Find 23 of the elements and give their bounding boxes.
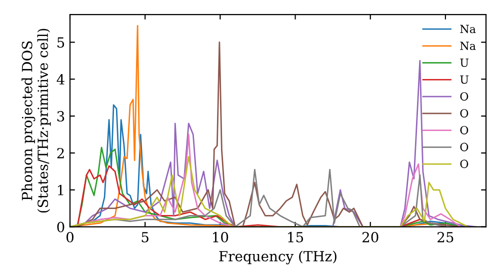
y-tick-label: 1 (58, 184, 64, 196)
legend-label: O (460, 160, 468, 168)
y-tick-label: 3 (57, 111, 64, 122)
y-axis-title: Phonon projected DOS (States/THz·primitive cell) (22, 28, 51, 213)
y-tick-label: 2 (57, 148, 64, 158)
x-tick-label: 0 (66, 232, 74, 242)
x-tick-label: 10 (213, 232, 228, 242)
y-tick-label: 5 (57, 37, 64, 48)
x-axis-title: Frequency (THz) (219, 250, 336, 264)
x-tick-label: 20 (362, 232, 378, 242)
legend-label: O (460, 142, 468, 152)
legend-label: Na (460, 24, 476, 34)
y-tick-label: 0 (57, 222, 64, 232)
x-tick-label: 15 (288, 232, 304, 242)
legend-label: U (460, 58, 469, 67)
legend-label: O (460, 109, 468, 118)
legend-label: O (460, 92, 468, 101)
x-tick-label: 25 (438, 232, 454, 242)
legend-label: O (460, 126, 468, 134)
x-tick-label: 5 (142, 232, 148, 242)
legend-label: Na (460, 42, 476, 50)
legend-label: U (460, 75, 469, 84)
y-tick-label: 4 (56, 74, 64, 84)
